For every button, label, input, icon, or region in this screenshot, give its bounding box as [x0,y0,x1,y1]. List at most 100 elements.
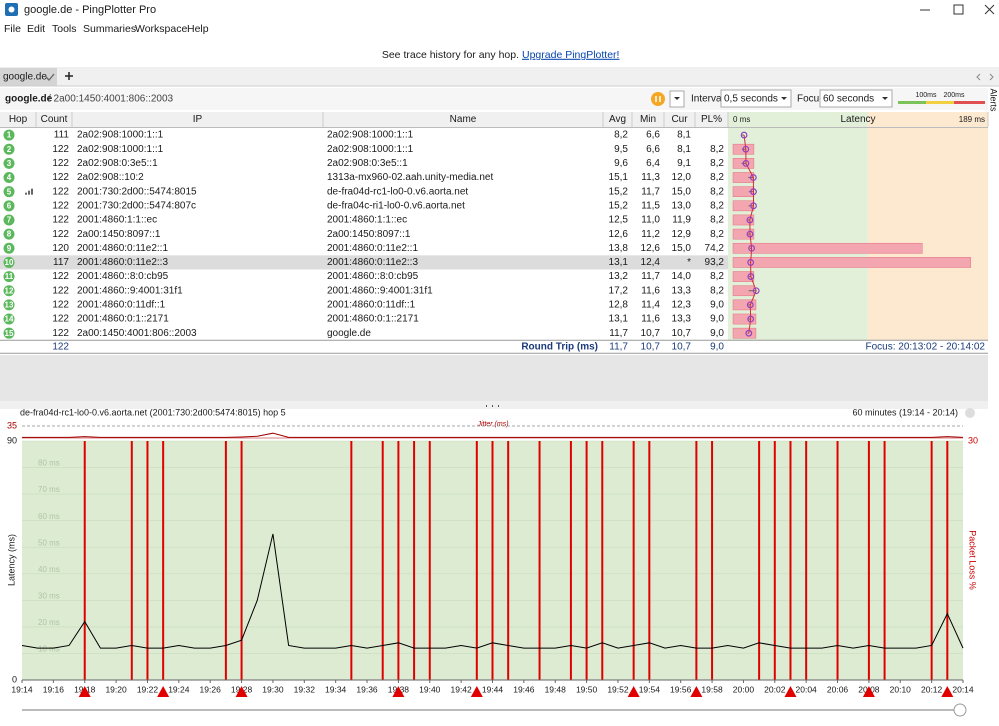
count-cell: 111 [54,130,70,141]
maximize-button[interactable] [954,5,963,14]
x-tick-label: 19:42 [450,684,472,694]
ip-cell: 2a02:908::10:2 [77,172,144,183]
hop-number: 11 [5,272,14,281]
close-button[interactable] [985,5,994,14]
menu-item[interactable]: Summaries [83,23,136,35]
y-tick-label: 30 ms [38,591,60,600]
x-tick-label: 19:56 [670,684,692,694]
column-header[interactable]: IP [193,114,203,125]
value-cell: 15,0 [672,186,692,197]
ip-cell: 2001:4860::9:4001:31f1 [77,285,183,296]
hop-number: 7 [7,216,12,225]
hop-number: 5 [7,187,12,196]
x-tick-label: 19:58 [701,684,723,694]
value-cell: 11,7 [641,271,660,282]
value-cell: 12,5 [609,215,629,226]
menu-item[interactable]: Tools [52,23,77,35]
upgrade-link[interactable]: Upgrade PingPlotter! [522,49,619,61]
ip-cell: 2001:4860:0:11e2::1 [77,243,168,254]
hop-number: 2 [7,145,12,154]
column-header[interactable]: Avg [609,114,626,125]
summary-value: 10,7 [641,341,661,352]
threshold-warn [926,101,954,104]
x-tick-label: 19:50 [576,684,598,694]
threshold-good [898,101,926,104]
value-cell: 8,2 [710,186,724,197]
y-tick-label: 50 ms [38,538,60,547]
ip-cell: 2a00:1450:8097::1 [77,229,161,240]
value-cell: 13,3 [672,285,692,296]
column-header[interactable]: PL% [701,114,722,125]
column-header[interactable]: Min [640,114,656,125]
x-tick-label: 20:00 [733,684,755,694]
count-cell: 117 [53,257,69,268]
slider-handle[interactable] [954,704,966,716]
value-cell: 8,2 [710,271,724,282]
value-cell: 11,3 [641,172,660,183]
count-cell: 120 [52,243,69,254]
x-tick-label: 19:22 [137,684,159,694]
x-tick-label: 19:16 [43,684,65,694]
value-cell: 12,3 [672,300,692,311]
hop-number: 4 [7,173,12,182]
range-dropdown[interactable] [965,408,975,418]
x-tick-label: 19:52 [607,684,629,694]
value-cell: 11,6 [641,314,660,325]
value-cell: 8,2 [710,144,724,155]
ip-cell: 2a02:908:1000:1::1 [77,130,164,141]
menu-item[interactable]: Help [187,23,209,35]
x-tick-label: 19:32 [294,684,316,694]
hop-number: 10 [5,258,14,267]
menu-item[interactable]: File [4,23,21,35]
window-title: google.de - PingPlotter Pro [24,4,156,16]
x-tick-label: 19:30 [262,684,284,694]
count-cell: 122 [52,314,69,325]
value-cell: 13,1 [609,314,629,325]
alerts-tab[interactable]: Alerts [989,88,999,112]
count-cell: 122 [52,158,69,169]
value-cell: 11,5 [641,200,660,211]
summary-value: 10,7 [672,341,692,352]
ip-cell: 2001:730:2d00::5474:8015 [77,186,197,197]
tab-bar [0,67,999,86]
column-header[interactable]: Count [41,114,68,125]
count-cell: 122 [52,229,69,240]
value-cell: 10,7 [672,328,692,339]
value-cell: 11,7 [641,186,660,197]
y-tick-label: 0 [12,674,17,684]
jitter-line [22,433,963,437]
interval-value: 0,5 seconds [724,94,778,105]
pause-button[interactable] [651,92,665,106]
name-cell: 2a00:1450:8097::1 [327,229,411,240]
y-tick-label: 40 ms [38,565,60,574]
app-icon-dot [9,7,15,13]
value-cell: 11,6 [641,285,660,296]
column-header[interactable]: Cur [671,114,688,125]
count-cell: 122 [52,215,69,226]
name-cell: 2001:4860:0:11e2::3 [327,257,418,268]
summary-count: 122 [52,341,69,352]
x-tick-label: 19:24 [168,684,190,694]
hop-number: 14 [5,315,14,324]
name-cell: 2001:4860:1:1::ec [327,215,407,226]
hop-number: 8 [7,230,12,239]
graph-icon [31,189,33,195]
summary-value: 11,7 [609,341,628,352]
value-cell: 13,8 [609,243,629,254]
target-address: / 2a00:1450:4001:806::2003 [48,94,174,105]
value-cell: 13,1 [609,257,629,268]
menu-item[interactable]: Edit [27,23,45,35]
menu-item[interactable]: Workspace [135,23,187,35]
value-cell: 8,1 [677,130,691,141]
value-cell: 8,2 [710,172,724,183]
value-cell: 15,2 [609,186,629,197]
name-cell: de-fra04c-ri1-lo0-0.v6.aorta.net [327,200,465,211]
column-header[interactable]: Latency [840,114,875,125]
hop-number: 12 [5,286,14,295]
packet-loss-bar [733,243,922,253]
count-cell: 122 [52,300,69,311]
column-header[interactable]: Name [450,114,477,125]
value-cell: 8,2 [710,215,724,226]
name-cell: google.de [327,328,371,339]
column-header[interactable]: Hop [9,114,28,125]
